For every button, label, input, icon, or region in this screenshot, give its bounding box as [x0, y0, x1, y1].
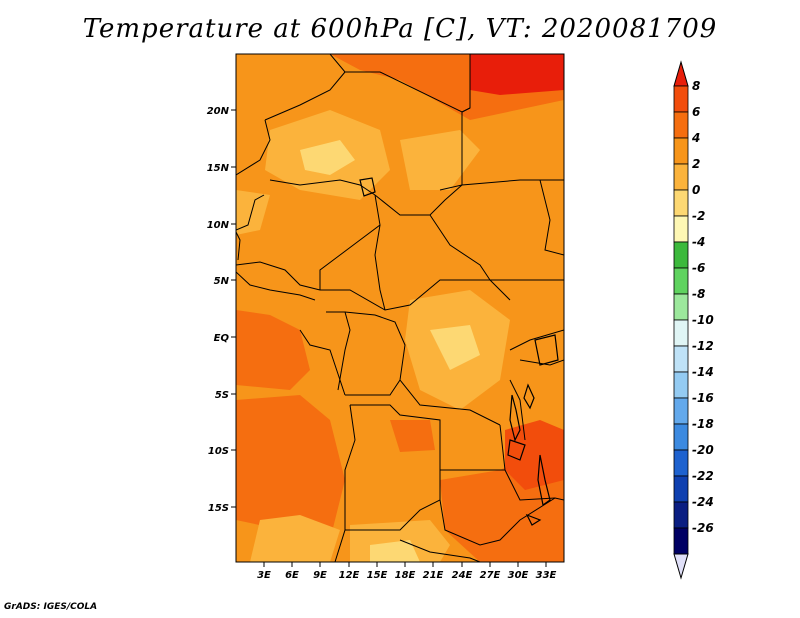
colorbar-swatch	[673, 345, 689, 373]
colorbar-label: 4	[691, 131, 700, 145]
colorbar-label: 2	[692, 157, 700, 171]
colorbar-label: -6	[692, 261, 705, 275]
colorbar-swatch	[673, 111, 689, 139]
colorbar-label: -10	[692, 313, 714, 327]
lat-label: 5N	[214, 276, 230, 287]
colorbar-swatch	[673, 293, 689, 321]
colorbar-swatch	[673, 397, 689, 425]
lon-label: 33E	[536, 570, 557, 581]
lat-label: 15S	[208, 503, 229, 514]
lon-label: 3E	[257, 570, 271, 581]
colorbar-legend: 8 6 4 2 0 -2 -4 -6 -8 -10 -12 -14 -16 -18 -20 -22 -24 -26	[673, 60, 714, 580]
colorbar-label: -2	[692, 209, 705, 223]
colorbar-label: 8	[692, 79, 700, 93]
lon-label: 21E	[423, 570, 444, 581]
colorbar-label: 6	[692, 105, 700, 119]
lat-label: 15N	[207, 163, 230, 174]
colorbar-label: -26	[692, 521, 714, 535]
colorbar-swatch	[673, 475, 689, 503]
colorbar-swatch	[673, 319, 689, 347]
map-frame	[235, 53, 565, 563]
lat-label: 10S	[208, 446, 229, 457]
colorbar-swatch	[673, 137, 689, 165]
lon-label: 27E	[480, 570, 501, 581]
colorbar-swatch	[673, 215, 689, 243]
colorbar-label: -20	[692, 443, 714, 457]
lon-label: 15E	[367, 570, 388, 581]
lon-label: 12E	[339, 570, 360, 581]
grads-credit: GrADS: IGES/COLA	[4, 602, 98, 612]
colorbar-label: -18	[692, 417, 714, 431]
colorbar-label: -14	[692, 365, 714, 379]
map-title: Temperature at 600hPa [C], VT: 202008170…	[82, 14, 718, 44]
longitude-axis: 3E 6E 9E 12E 15E 18E 21E 24E 27E 30E 33E	[257, 562, 557, 581]
colorbar-swatch	[673, 85, 689, 113]
colorbar-swatch	[673, 501, 689, 529]
colorbar-label: -12	[692, 339, 714, 353]
lat-label: 5S	[215, 390, 229, 401]
lakes	[359, 177, 559, 526]
colorbar-swatch	[673, 527, 689, 555]
colorbar-label: -16	[692, 391, 714, 405]
colorbar-swatch	[673, 371, 689, 399]
colorbar-swatch	[673, 163, 689, 191]
country-borders	[236, 54, 564, 562]
lon-label: 24E	[452, 570, 473, 581]
lat-label: 10N	[207, 220, 230, 231]
colorbar-swatch	[673, 423, 689, 451]
colorbar-label: -24	[692, 495, 714, 509]
colorbar-swatch	[673, 267, 689, 295]
lat-label: EQ	[214, 333, 230, 344]
colorbar-label: -8	[692, 287, 705, 301]
colorbar-label: -22	[692, 469, 714, 483]
colorbar-swatch	[673, 189, 689, 217]
lon-label: 30E	[508, 570, 529, 581]
temperature-field	[236, 54, 564, 562]
lon-label: 18E	[395, 570, 416, 581]
colorbar-label: 0	[692, 183, 700, 197]
lon-label: 6E	[285, 570, 299, 581]
colorbar-label: -4	[692, 235, 705, 249]
lat-label: 20N	[207, 106, 230, 117]
lon-label: 9E	[313, 570, 327, 581]
colorbar-swatch	[673, 241, 689, 269]
colorbar-bottom-arrow	[673, 553, 689, 580]
colorbar-top-arrow	[673, 60, 689, 87]
latitude-axis: 20N 15N 10N 5N EQ 5S 10S 15S	[207, 106, 236, 514]
colorbar-swatch	[673, 449, 689, 477]
